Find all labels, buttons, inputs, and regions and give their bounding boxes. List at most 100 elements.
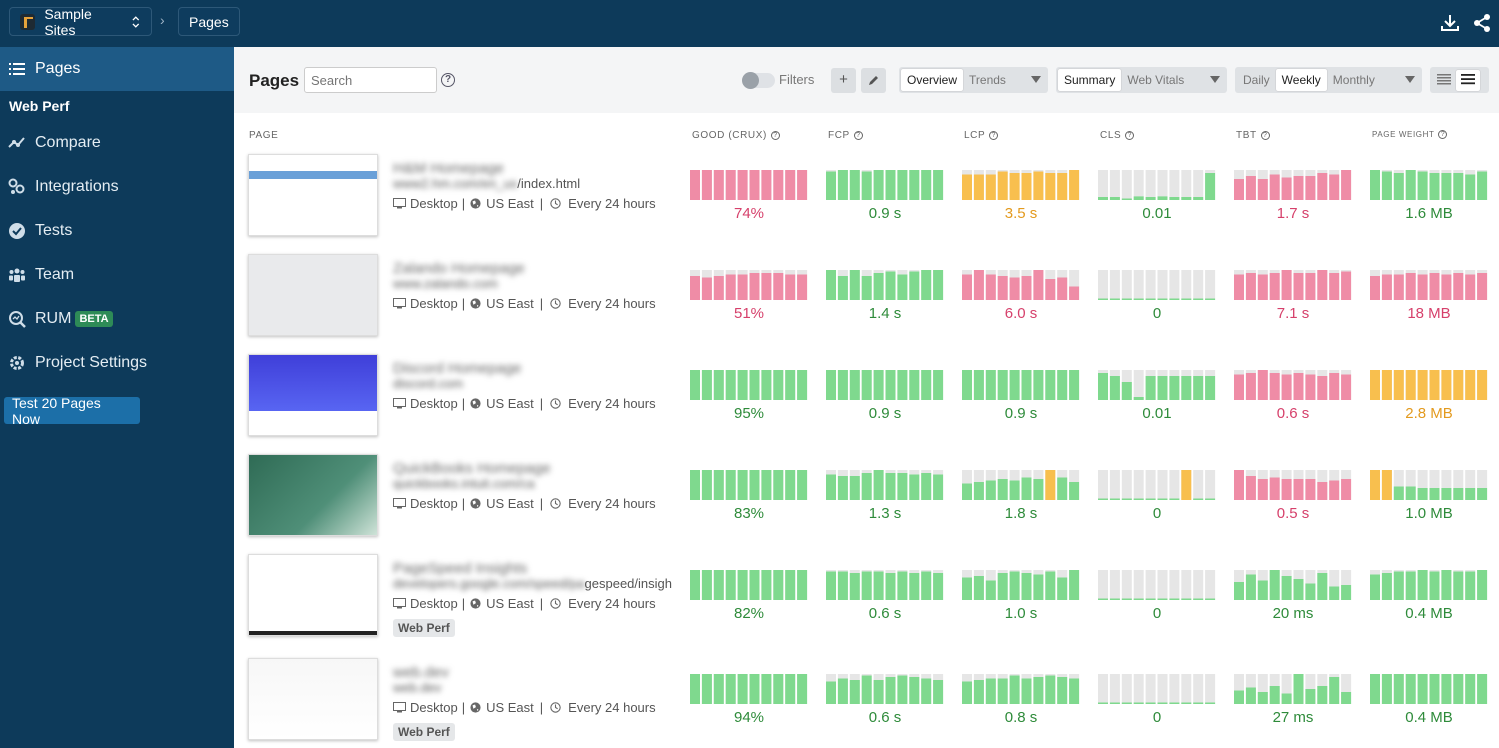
metric-cell[interactable]: 0 — [1098, 672, 1216, 730]
metric-cell[interactable]: 51% — [690, 268, 808, 326]
sidebar-item-integrations[interactable]: Integrations — [0, 165, 234, 209]
metric-cell[interactable]: 3.5 s — [962, 168, 1080, 226]
help-icon[interactable]: ? — [1260, 130, 1270, 140]
help-icon[interactable]: ? — [441, 73, 455, 87]
chevron-down-icon[interactable] — [1405, 76, 1415, 83]
page-thumbnail[interactable] — [248, 554, 378, 636]
page-thumbnail[interactable] — [248, 254, 378, 336]
tab-overview[interactable]: Overview — [901, 69, 964, 91]
page-thumbnail[interactable] — [248, 354, 378, 436]
metric-cell[interactable]: 0.5 s — [1234, 468, 1352, 526]
add-page-button[interactable]: + — [831, 68, 856, 93]
sparkline-bar — [1429, 674, 1440, 704]
filters-toggle[interactable] — [742, 72, 775, 89]
page-name[interactable]: QuickBooks Homepage — [393, 460, 551, 477]
tab-summary[interactable]: Summary — [1058, 69, 1122, 91]
column-header-page-weight[interactable]: PAGE WEIGHT? — [1372, 130, 1448, 140]
sidebar-item-tests[interactable]: Tests — [0, 209, 234, 253]
tab-trends[interactable]: Trends — [969, 73, 1006, 87]
tab-web-vitals[interactable]: Web Vitals — [1127, 73, 1185, 87]
metric-cell[interactable]: 0 — [1098, 268, 1216, 326]
chevron-down-icon[interactable] — [1031, 76, 1041, 83]
share-icon[interactable] — [1471, 12, 1493, 34]
table-row[interactable]: PageSpeed Insights developers.google.com/… — [248, 554, 1499, 654]
test-pages-cta-button[interactable]: Test 20 Pages Now — [4, 395, 140, 427]
metric-cell[interactable]: 94% — [690, 672, 808, 730]
page-name[interactable]: Zalando Homepage — [393, 260, 525, 277]
metric-cell[interactable]: 1.0 s — [962, 568, 1080, 626]
compact-list-icon[interactable] — [1432, 70, 1456, 91]
help-icon[interactable]: ? — [989, 130, 999, 140]
breadcrumb-pages[interactable]: Pages — [178, 7, 240, 36]
search-input[interactable] — [304, 67, 437, 93]
table-row[interactable]: Zalando Homepage www.zalando.com Desktop | U… — [248, 254, 1499, 354]
column-header-cls[interactable]: CLS? — [1100, 130, 1135, 141]
metric-cell[interactable]: 1.0 MB — [1370, 468, 1488, 526]
page-name[interactable]: PageSpeed Insights — [393, 560, 528, 577]
sidebar-item-compare[interactable]: Compare — [0, 121, 234, 165]
metric-cell[interactable]: 1.7 s — [1234, 168, 1352, 226]
sparkline-bar-track — [1109, 470, 1120, 500]
metric-cell[interactable]: 6.0 s — [962, 268, 1080, 326]
metric-cell[interactable]: 0.6 s — [826, 672, 944, 730]
table-row[interactable]: H&M Homepage www2.hm.com/en_us/index.html… — [248, 154, 1499, 254]
metric-cell[interactable]: 1.6 MB — [1370, 168, 1488, 226]
metric-cell[interactable]: 1.3 s — [826, 468, 944, 526]
metric-cell[interactable]: 0.9 s — [826, 168, 944, 226]
metric-cell[interactable]: 0 — [1098, 568, 1216, 626]
column-header-good-crux[interactable]: GOOD (CRUX)? — [692, 130, 780, 141]
metric-cell[interactable]: 1.4 s — [826, 268, 944, 326]
help-icon[interactable]: ? — [770, 130, 780, 140]
page-name[interactable]: web.dev — [393, 664, 449, 681]
page-name[interactable]: Discord Homepage — [393, 360, 522, 377]
tab-monthly[interactable]: Monthly — [1332, 73, 1375, 87]
metric-cell[interactable]: 0.6 s — [1234, 368, 1352, 426]
metric-cell[interactable]: 2.8 MB — [1370, 368, 1488, 426]
sidebar-item-rum[interactable]: RUM BETA — [0, 297, 234, 341]
edit-button[interactable] — [861, 68, 886, 93]
page-thumbnail[interactable] — [248, 454, 378, 536]
sparkline-bar — [1157, 702, 1168, 704]
metric-cell[interactable]: 95% — [690, 368, 808, 426]
metric-cell[interactable]: 0.01 — [1098, 368, 1216, 426]
page-name[interactable]: H&M Homepage — [393, 160, 504, 177]
metric-cell[interactable]: 0.4 MB — [1370, 672, 1488, 730]
metric-cell[interactable]: 0 — [1098, 468, 1216, 526]
metric-cell[interactable]: 18 MB — [1370, 268, 1488, 326]
project-switcher[interactable]: Sample Sites — [9, 6, 152, 38]
metric-cell[interactable]: 83% — [690, 468, 808, 526]
metric-cell[interactable]: 0.9 s — [962, 368, 1080, 426]
metric-cell[interactable]: 0.6 s — [826, 568, 944, 626]
metric-cell[interactable]: 27 ms — [1234, 672, 1352, 730]
page-thumbnail[interactable] — [248, 154, 378, 236]
table-row[interactable]: Discord Homepage discord.com Desktop | US Ea… — [248, 354, 1499, 454]
metric-cell[interactable]: 1.8 s — [962, 468, 1080, 526]
metric-cell[interactable]: 7.1 s — [1234, 268, 1352, 326]
help-icon[interactable]: ? — [1438, 130, 1448, 140]
tab-weekly[interactable]: Weekly — [1275, 69, 1327, 91]
metric-cell[interactable]: 74% — [690, 168, 808, 226]
sidebar-item-team[interactable]: Team — [0, 253, 234, 297]
download-icon[interactable] — [1439, 12, 1461, 34]
sidebar-item-project-settings[interactable]: Project Settings — [0, 341, 234, 385]
column-header-tbt[interactable]: TBT? — [1236, 130, 1270, 141]
table-row[interactable]: web.dev web.dev Desktop | US East | Every 24 h… — [248, 658, 1499, 748]
help-icon[interactable]: ? — [1125, 130, 1135, 140]
metric-cell[interactable]: 20 ms — [1234, 568, 1352, 626]
table-row[interactable]: QuickBooks Homepage quickbooks.intuit.com… — [248, 454, 1499, 554]
metric-cell[interactable]: 0.4 MB — [1370, 568, 1488, 626]
sidebar-item-pages[interactable]: Pages — [0, 47, 234, 91]
column-header-fcp[interactable]: FCP? — [828, 130, 863, 141]
help-icon[interactable]: ? — [853, 130, 863, 140]
metric-cell[interactable]: 0.8 s — [962, 672, 1080, 730]
tab-daily[interactable]: Daily — [1243, 73, 1270, 87]
page-tag[interactable]: Web Perf — [393, 619, 455, 637]
metric-cell[interactable]: 0.9 s — [826, 368, 944, 426]
page-thumbnail[interactable] — [248, 658, 378, 740]
page-tag[interactable]: Web Perf — [393, 723, 455, 741]
column-header-lcp[interactable]: LCP? — [964, 130, 999, 141]
metric-cell[interactable]: 82% — [690, 568, 808, 626]
chevron-down-icon[interactable] — [1210, 76, 1220, 83]
expanded-list-icon[interactable] — [1456, 69, 1480, 91]
metric-cell[interactable]: 0.01 — [1098, 168, 1216, 226]
